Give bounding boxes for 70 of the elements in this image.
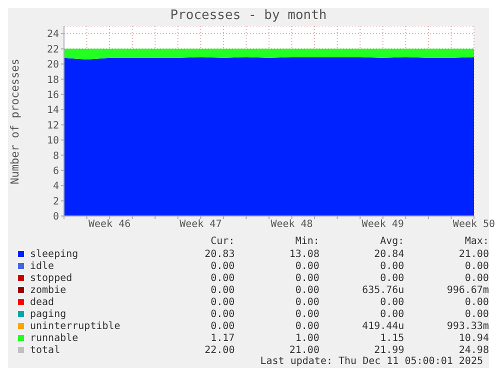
text: 0.00	[464, 296, 489, 308]
text: Last update: Thu Dec 11 05:00:01 2025	[259, 356, 484, 368]
text: 0.00	[210, 272, 235, 284]
text: 10.94	[458, 332, 489, 344]
y-tick-label: 14	[46, 105, 59, 116]
legend-label: sleeping	[30, 248, 78, 260]
legend-label: paging	[30, 308, 66, 320]
legend-label: runnable	[30, 332, 78, 344]
text: 0.00	[379, 308, 404, 320]
y-tick-label: 4	[52, 181, 59, 192]
text: 635.76u	[361, 284, 404, 296]
text: 24.98	[458, 344, 489, 356]
legend-label: uninterruptible	[30, 320, 120, 332]
y-tick-label: 12	[46, 120, 59, 132]
text: 21.99	[373, 344, 404, 356]
text: 419.44u	[361, 320, 404, 332]
x-tick-label: Week 49	[362, 219, 404, 230]
text: 0.00	[379, 272, 404, 284]
text: 1.15	[379, 332, 404, 344]
text: 0.00	[379, 260, 404, 272]
text: Max:	[464, 236, 489, 248]
text: 0.00	[379, 296, 404, 308]
text: 0.00	[210, 296, 235, 308]
y-tick-label: 2	[52, 196, 59, 208]
legend-label: stopped	[30, 272, 72, 284]
text: 996.67m	[446, 284, 489, 296]
text: 21.00	[458, 248, 489, 260]
y-tick-label: 8	[52, 150, 59, 162]
text: 993.33m	[446, 320, 489, 332]
text: 0.00	[294, 272, 320, 284]
text: 0.00	[294, 296, 320, 308]
legend-label: zombie	[30, 284, 66, 296]
text: 0.00	[464, 260, 489, 272]
text: 0.00	[210, 308, 235, 320]
x-tick-label: Week 46	[88, 219, 131, 230]
text: 0.00	[464, 308, 489, 320]
x-tick-label: Week 47	[180, 219, 222, 230]
text: 0.00	[294, 320, 320, 332]
text: 0.00	[464, 272, 489, 284]
y-tick-label: 0	[52, 212, 59, 223]
text: 0.00	[210, 260, 235, 272]
text: 20.84	[373, 248, 404, 260]
y-tick-label: 18	[46, 74, 59, 86]
text: 0.00	[294, 308, 320, 320]
text: 21.00	[288, 344, 320, 356]
text: 0.00	[294, 284, 320, 296]
text: 0.00	[210, 284, 235, 296]
text: 1.17	[210, 332, 235, 344]
legend-label: total	[30, 344, 60, 356]
text: 1.00	[294, 332, 320, 344]
text: 0.00	[210, 320, 235, 332]
legend-label: dead	[30, 296, 54, 308]
text: Avg:	[379, 236, 404, 248]
y-tick-label: 16	[46, 90, 59, 101]
text: 20.83	[204, 248, 235, 260]
text: Min:	[294, 236, 320, 248]
x-tick-label: Week 50	[452, 219, 496, 230]
y-tick-label: 22	[46, 44, 59, 56]
legend-label: idle	[30, 260, 54, 272]
text: 13.08	[288, 248, 320, 260]
y-tick-label: 10	[46, 136, 59, 147]
y-axis-title: Number of processes	[8, 58, 22, 184]
chart-title: Processes - by month	[169, 8, 328, 25]
y-tick-label: 24	[46, 29, 59, 40]
text: Cur:	[210, 236, 235, 248]
y-tick-label: 20	[46, 60, 59, 71]
text: 22.00	[204, 344, 235, 356]
text: 0.00	[294, 260, 320, 272]
y-tick-label: 6	[52, 166, 59, 177]
x-tick-label: Week 48	[270, 219, 313, 230]
